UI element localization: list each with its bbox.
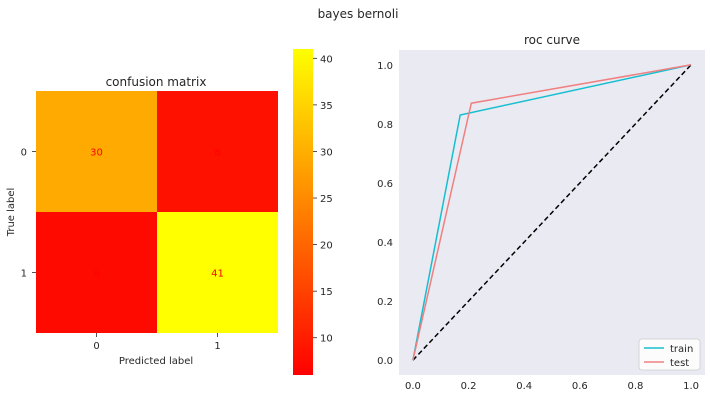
- confusion-matrix-title: confusion matrix: [106, 75, 207, 89]
- roc-x-tick-label: 1.0: [683, 381, 699, 392]
- figure-title: bayes bernoli: [318, 7, 399, 21]
- roc-curve-chart: roc curve 0.0 0.2 0.4 0.6 0.8 1.0 0.0 0.2 0.4 0.…: [377, 33, 705, 392]
- heatmap-cell: [36, 212, 157, 333]
- roc-line-test: [412, 64, 692, 361]
- colorbar-tick-label: 40: [320, 54, 333, 65]
- confusion-matrix-xlabel: Predicted label: [119, 356, 193, 367]
- colorbar-tick-label: 30: [320, 147, 333, 158]
- roc-y-tick-label: 0.0: [377, 356, 393, 367]
- legend-label: train: [670, 344, 693, 355]
- colorbar: 10 15 20 25 30 35 40: [293, 49, 333, 375]
- roc-x-tick-label: 0.6: [572, 381, 588, 392]
- colorbar-tick-label: 10: [320, 334, 333, 345]
- heatmap-cell: [157, 91, 278, 212]
- colorbar-tick-label: 25: [320, 194, 333, 205]
- roc-curve-title: roc curve: [524, 33, 580, 47]
- roc-y-tick-label: 0.2: [377, 297, 393, 308]
- roc-x-tick-label: 0.2: [461, 381, 477, 392]
- roc-x-tick-label: 0.0: [405, 381, 421, 392]
- heatmap-cell: [36, 91, 157, 212]
- heatmap-cell: [157, 212, 278, 333]
- roc-x-tick-label: 0.4: [516, 381, 532, 392]
- roc-x-tick-label: 0.8: [628, 381, 644, 392]
- x-tick-label: 0: [93, 341, 99, 352]
- colorbar-tick-label: 35: [320, 101, 333, 112]
- heatmap-cell-value: 8: [214, 148, 220, 159]
- heatmap-cell-value: 6: [93, 269, 99, 280]
- heatmap-cell-value: 41: [211, 269, 224, 280]
- colorbar-tick-label: 15: [320, 287, 333, 298]
- roc-y-tick-label: 0.8: [377, 120, 393, 131]
- colorbar-gradient: [293, 49, 313, 375]
- confusion-matrix-chart: confusion matrix 30 8 6 41 0 1 0 1 Predicted …: [6, 75, 278, 367]
- roc-legend: train test: [638, 338, 701, 371]
- confusion-matrix-ylabel: True label: [6, 188, 17, 238]
- heatmap-cell-value: 30: [90, 148, 103, 159]
- chance-line: [412, 64, 692, 361]
- legend-label: test: [670, 358, 689, 369]
- roc-y-tick-label: 0.4: [377, 238, 393, 249]
- colorbar-tick-label: 20: [320, 241, 333, 252]
- roc-y-tick-label: 0.6: [377, 179, 393, 190]
- roc-y-tick-label: 1.0: [377, 61, 393, 72]
- x-tick-label: 1: [214, 341, 220, 352]
- roc-line-train: [412, 64, 692, 361]
- y-tick-label: 0: [21, 148, 27, 159]
- y-tick-label: 1: [21, 269, 27, 280]
